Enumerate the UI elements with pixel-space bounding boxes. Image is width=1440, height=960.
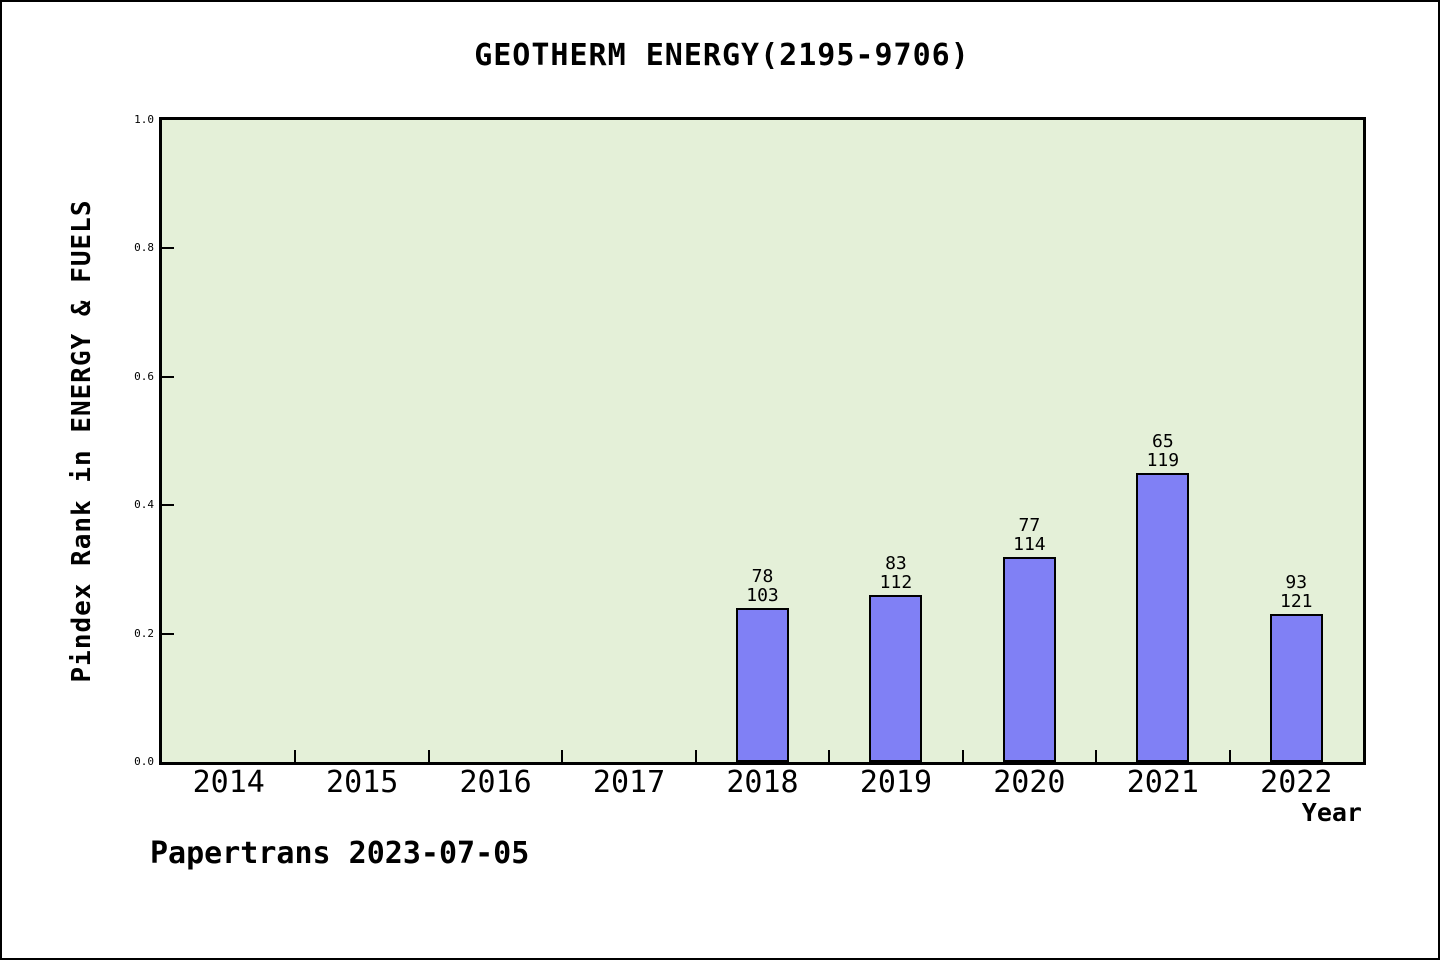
x-tick-mark	[1095, 750, 1098, 762]
plot-area: 78 103 83 112 77 114 65 119 93 121	[162, 120, 1363, 762]
bar-2020	[1002, 557, 1056, 762]
chart-title: GEOTHERM ENERGY(2195-9706)	[474, 38, 970, 73]
bar-label-2021: 65 119	[1146, 431, 1180, 471]
y-tick-mark	[162, 504, 174, 507]
x-tick-mark	[427, 750, 430, 762]
y-tick-label-0.0: 0.0	[134, 755, 154, 768]
y-tick-label-0.6: 0.6	[134, 369, 154, 383]
x-tick-mark	[828, 750, 831, 762]
bar-label-2020: 77 114	[1013, 515, 1046, 555]
x-tick-label-2020: 2020	[993, 765, 1066, 800]
x-tick-mark	[694, 750, 697, 762]
y-tick-label-1.0: 1.0	[134, 113, 154, 126]
bar-label-2018: 78 103	[746, 566, 779, 606]
x-tick-label-2022: 2022	[1260, 765, 1333, 800]
x-tick-label-2014: 2014	[192, 765, 265, 800]
x-tick-mark	[561, 750, 564, 762]
y-tick-label-0.8: 0.8	[134, 241, 154, 255]
y-axis-label: Pindex Rank in ENERGY & FUELS	[67, 199, 97, 683]
y-tick-mark	[162, 375, 174, 378]
x-tick-label-2017: 2017	[592, 765, 666, 800]
footer-note: Papertrans 2023-07-05	[150, 836, 530, 871]
x-tick-mark	[294, 750, 297, 762]
y-tick-label-0.2: 0.2	[134, 626, 154, 640]
x-tick-label-2018: 2018	[726, 765, 799, 800]
x-tick-label-2019: 2019	[859, 765, 933, 800]
y-tick-mark	[162, 632, 174, 635]
y-tick-mark	[162, 247, 174, 250]
x-tick-label-2021: 2021	[1126, 765, 1199, 800]
x-tick-mark	[961, 750, 964, 762]
bar-2018	[736, 608, 789, 762]
bar-2022	[1269, 614, 1323, 762]
x-tick-label-2016: 2016	[459, 765, 532, 800]
bar-label-2022: 93 121	[1280, 572, 1313, 612]
x-tick-label-2015: 2015	[326, 765, 399, 800]
x-tick-mark	[1228, 750, 1231, 762]
y-tick-label-0.4: 0.4	[134, 498, 154, 512]
bar-2021	[1136, 473, 1190, 762]
x-axis-label: Year	[1301, 798, 1362, 827]
bar-2019	[869, 595, 923, 762]
bar-label-2019: 83 112	[879, 553, 913, 593]
